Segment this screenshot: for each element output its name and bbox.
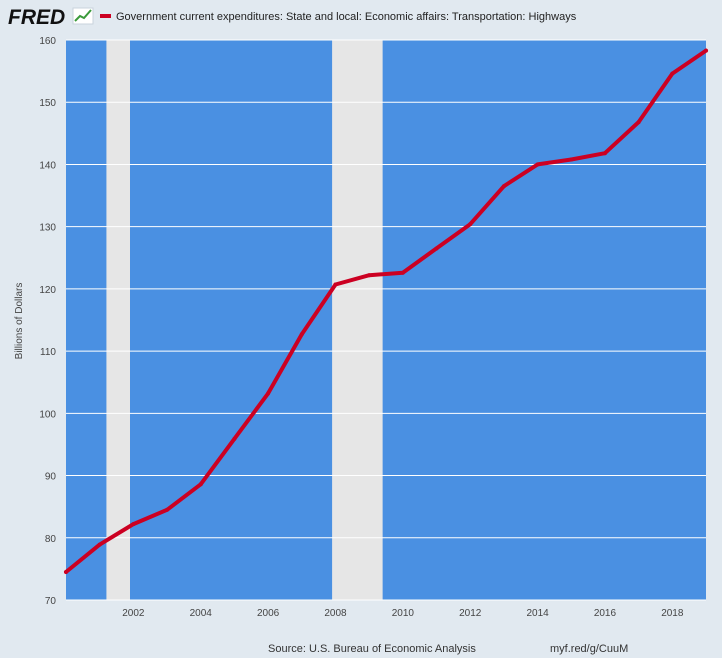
series-line[interactable]	[64, 48, 708, 574]
data-point[interactable]	[602, 151, 607, 156]
data-point[interactable]	[198, 482, 203, 487]
data-point[interactable]	[501, 184, 506, 189]
y-tick-label: 120	[39, 285, 56, 296]
x-tick-label: 2004	[190, 608, 213, 619]
y-tick-label: 140	[39, 160, 56, 171]
data-point[interactable]	[434, 246, 439, 251]
fred-logo-text: FRED	[8, 6, 65, 29]
plot-background	[66, 40, 706, 600]
x-tick-label: 2012	[459, 608, 482, 619]
short-url-link[interactable]: myf.red/g/CuuM	[550, 643, 628, 655]
data-point[interactable]	[232, 436, 237, 441]
legend: Government current expenditures: State a…	[100, 11, 577, 23]
x-tick-label: 2016	[594, 608, 617, 619]
y-axis-ticks: 70 80 90 100 110 120 130 140 150 160	[39, 36, 56, 607]
data-point[interactable]	[468, 222, 473, 227]
fred-logo-icon	[72, 7, 94, 25]
data-point[interactable]	[97, 542, 102, 547]
legend-series-label: Government current expenditures: State a…	[116, 11, 577, 23]
recession-band	[106, 40, 130, 600]
recession-band	[332, 40, 383, 600]
x-axis-ticks: 2002 2004 2006 2008 2010 2012 2014 2016 2018	[122, 608, 684, 619]
recession-bands	[106, 40, 383, 600]
data-point[interactable]	[64, 570, 68, 574]
y-axis-title: Billions of Dollars	[14, 283, 25, 360]
y-tick-label: 90	[45, 472, 57, 483]
plot-area	[64, 39, 708, 601]
y-tick-label: 70	[45, 596, 57, 607]
data-point[interactable]	[367, 273, 372, 278]
x-tick-label: 2010	[392, 608, 415, 619]
data-point[interactable]	[400, 270, 405, 275]
data-point[interactable]	[299, 332, 304, 337]
data-point[interactable]	[165, 507, 170, 512]
y-tick-label: 80	[45, 534, 57, 545]
data-point[interactable]	[333, 282, 338, 287]
data-point[interactable]	[704, 48, 708, 53]
data-point[interactable]	[535, 162, 540, 167]
data-point[interactable]	[131, 522, 136, 527]
y-tick-label: 150	[39, 98, 56, 109]
x-tick-label: 2018	[661, 608, 684, 619]
data-point[interactable]	[266, 391, 271, 396]
y-tick-label: 130	[39, 223, 56, 234]
data-point[interactable]	[636, 120, 641, 125]
x-tick-label: 2008	[324, 608, 347, 619]
x-tick-label: 2014	[526, 608, 549, 619]
x-tick-label: 2006	[257, 608, 280, 619]
y-tick-label: 100	[39, 409, 56, 420]
y-tick-label: 110	[40, 347, 56, 358]
data-point[interactable]	[569, 157, 574, 162]
fred-logo[interactable]: FRED	[8, 6, 94, 29]
series-group	[64, 48, 708, 574]
x-tick-label: 2002	[122, 608, 145, 619]
y-tick-label: 160	[39, 36, 56, 47]
source-note: Source: U.S. Bureau of Economic Analysis	[268, 643, 476, 655]
gridlines	[66, 39, 706, 601]
data-point[interactable]	[670, 71, 675, 76]
